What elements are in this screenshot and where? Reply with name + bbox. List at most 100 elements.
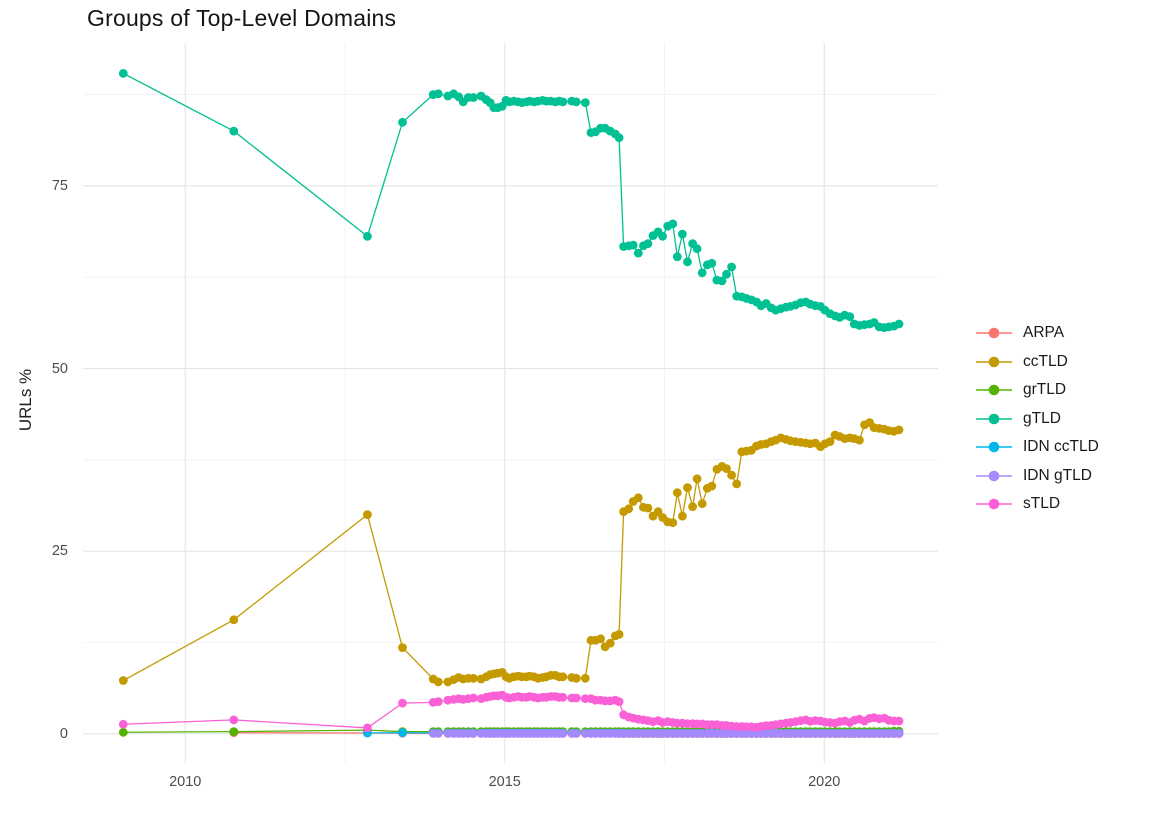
legend-key-IDN-gTLD (976, 470, 1012, 482)
legend-key-dot (988, 384, 1000, 396)
data-point-sTLD (469, 693, 478, 703)
data-point-gTLD (469, 93, 478, 102)
data-point-ccTLD (722, 464, 731, 473)
data-point-IDN-gTLD (571, 729, 581, 738)
gridlines-minor (83, 43, 938, 763)
legend-key-dot (988, 356, 1000, 368)
data-point-gTLD (633, 248, 643, 258)
legend-label-ccTLD: ccTLD (1023, 352, 1068, 370)
y-tick-label: 75 (51, 177, 68, 194)
data-point-sTLD (118, 719, 128, 729)
legend-item-IDN-ccTLD: IDN ccTLD (976, 433, 1099, 462)
data-point-ccTLD (363, 510, 372, 519)
data-point-ccTLD (855, 435, 864, 445)
data-point-IDN-gTLD (894, 729, 904, 738)
series-sTLD (118, 690, 904, 733)
data-point-gTLD (571, 97, 581, 107)
data-point-sTLD (398, 698, 407, 708)
gridlines-major (83, 43, 938, 763)
data-point-gTLD (678, 229, 687, 239)
data-point-IDN-gTLD (433, 729, 443, 738)
legend-key-IDN-ccTLD (976, 441, 1012, 453)
data-point-ccTLD (469, 673, 478, 683)
data-point-gTLD (643, 239, 653, 249)
data-point-ccTLD (398, 643, 407, 652)
data-point-gTLD (580, 98, 590, 107)
data-point-sTLD (558, 692, 568, 702)
data-point-gTLD (614, 133, 624, 143)
data-point-sTLD (433, 697, 443, 706)
data-point-gTLD (363, 231, 372, 241)
legend-key-dot (988, 327, 1000, 339)
legend-key-dot (988, 441, 1000, 453)
chart-title: Groups of Top-Level Domains (87, 5, 397, 31)
data-point-gTLD (683, 257, 692, 267)
data-point-ccTLD (433, 677, 443, 687)
data-point-ccTLD (643, 503, 653, 513)
data-point-ccTLD (596, 634, 605, 644)
data-point-ccTLD (825, 437, 835, 446)
data-point-gTLD (668, 219, 678, 229)
legend-label-sTLD: sTLD (1023, 495, 1061, 513)
legend-key-grTLD (976, 384, 1012, 396)
legend-key-dot (988, 413, 1000, 425)
data-point-gTLD (717, 276, 727, 286)
data-point-sTLD (614, 697, 624, 706)
y-tick-label: 0 (59, 725, 68, 742)
data-point-gTLD (894, 319, 904, 329)
data-point-gTLD (722, 269, 731, 279)
data-point-IDN-gTLD (558, 729, 568, 738)
data-point-gTLD (229, 126, 239, 136)
data-point-gTLD (727, 262, 736, 272)
legend: ARPA ccTLD grTLD gTLD IDN ccTLD IDN gTLD sTLD (976, 319, 1099, 519)
data-point-ccTLD (688, 502, 697, 511)
data-point-gTLD (433, 89, 443, 99)
data-point-IDN-ccTLD (398, 728, 407, 738)
y-tick-label: 50 (51, 360, 68, 377)
data-point-gTLD (658, 231, 667, 241)
legend-item-IDN-gTLD: IDN gTLD (976, 462, 1099, 491)
data-point-ccTLD (118, 676, 128, 685)
y-tick-label: 25 (51, 543, 68, 560)
legend-key-ccTLD (976, 356, 1012, 368)
data-point-ccTLD (894, 425, 904, 435)
data-point-ccTLD (727, 470, 736, 480)
data-point-gTLD (707, 258, 717, 268)
series-IDN-gTLD (428, 729, 904, 738)
legend-key-dot (988, 498, 1000, 510)
data-point-ccTLD (605, 638, 615, 648)
x-tick-label: 2015 (488, 774, 521, 790)
data-point-ccTLD (668, 518, 678, 528)
data-point-ccTLD (678, 511, 687, 521)
legend-label-gTLD: gTLD (1023, 409, 1061, 427)
series-line-ccTLD (122, 421, 900, 683)
legend-item-grTLD: grTLD (976, 376, 1099, 405)
series-line-gTLD (122, 72, 900, 329)
legend-key-dot (988, 470, 1000, 482)
data-point-ccTLD (571, 673, 581, 683)
data-point-sTLD (229, 715, 239, 725)
data-point-gTLD (118, 69, 128, 78)
data-point-gTLD (697, 268, 707, 278)
data-point-sTLD (894, 716, 904, 726)
legend-label-IDN-ccTLD: IDN ccTLD (1023, 438, 1099, 456)
legend-key-sTLD (976, 498, 1012, 510)
data-point-sTLD (363, 723, 372, 733)
legend-label-ARPA: ARPA (1023, 324, 1065, 342)
data-point-ccTLD (732, 479, 742, 489)
legend-key-ARPA (976, 327, 1012, 339)
data-point-ccTLD (614, 630, 624, 639)
data-point-ccTLD (558, 672, 568, 682)
data-point-gTLD (558, 97, 568, 107)
data-point-ccTLD (633, 493, 643, 503)
data-point-grTLD (229, 727, 239, 736)
data-point-IDN-gTLD (469, 729, 478, 738)
data-point-ccTLD (697, 499, 707, 509)
legend-label-IDN-gTLD: IDN gTLD (1023, 466, 1092, 484)
data-point-sTLD (571, 693, 581, 703)
data-point-ccTLD (683, 483, 692, 492)
data-point-ccTLD (580, 673, 590, 683)
data-point-ccTLD (707, 481, 717, 491)
